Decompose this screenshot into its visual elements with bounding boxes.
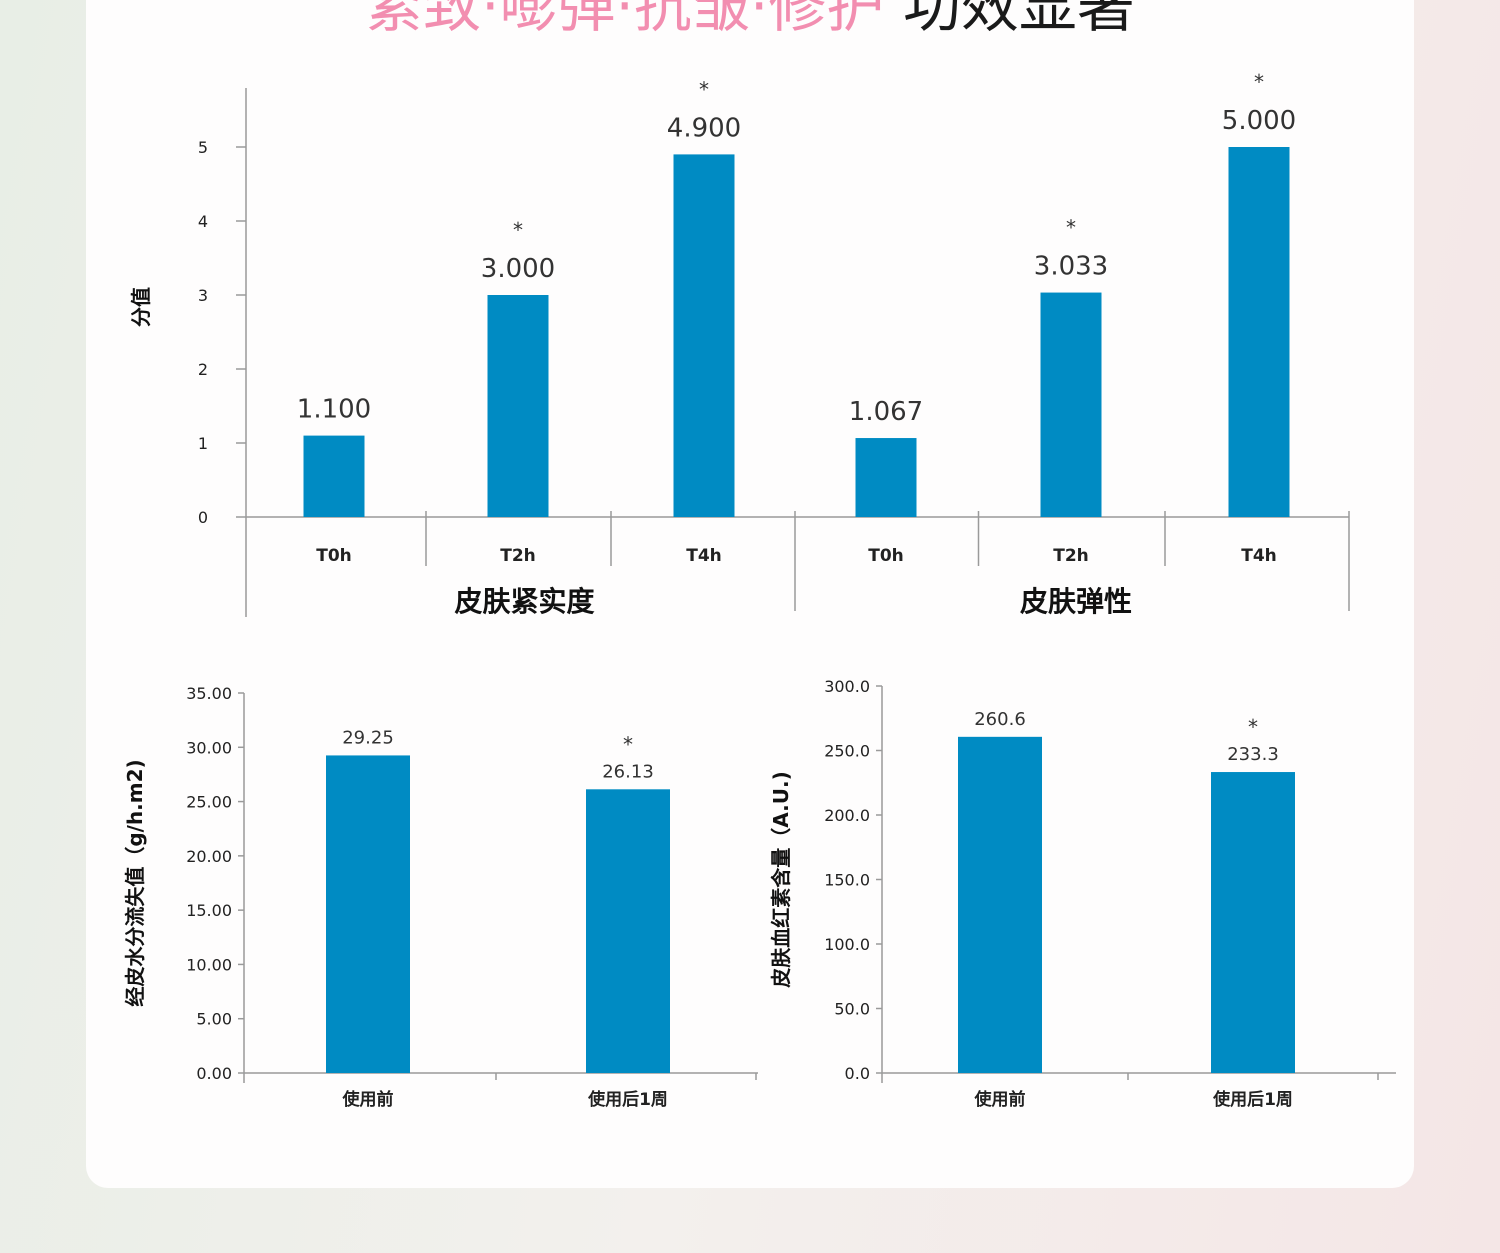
y-tick-label: 25.00 <box>186 793 232 812</box>
y-tick-label: 5 <box>198 138 208 157</box>
y-tick-label: 3 <box>198 286 208 305</box>
y-tick-label: 50.0 <box>834 1000 870 1019</box>
y-tick-label: 0.00 <box>196 1064 232 1083</box>
x-tick-label: 使用前 <box>974 1089 1026 1110</box>
bar <box>958 736 1042 1073</box>
bar <box>1211 772 1295 1073</box>
y-tick-label: 200.0 <box>824 806 870 825</box>
x-tick-label: T2h <box>500 546 536 566</box>
significance-marker: * <box>1254 70 1264 94</box>
y-tick-label: 30.00 <box>186 738 232 757</box>
data-label: 233.3 <box>1227 744 1279 765</box>
x-tick-label: T4h <box>686 546 722 566</box>
significance-marker: * <box>699 77 709 101</box>
x-tick-label: T0h <box>316 546 352 566</box>
x-tick-label: T2h <box>1053 546 1089 566</box>
content-card <box>86 0 1414 1188</box>
y-tick-label: 300.0 <box>824 677 870 696</box>
y-tick-label: 4 <box>198 212 208 231</box>
bar <box>303 435 365 517</box>
x-tick-label: 使用后1周 <box>587 1089 668 1110</box>
y-tick-label: 20.00 <box>186 847 232 866</box>
bar <box>855 438 917 517</box>
y-tick-label: 0 <box>198 508 208 527</box>
bar <box>326 755 410 1073</box>
headline-pink: 紧致·嘭弹·抗皱·修护 <box>365 0 885 40</box>
y-tick-label: 1 <box>198 434 208 453</box>
y-axis-title: 皮肤血红素含量（A.U.) <box>769 771 793 987</box>
data-label: 260.6 <box>974 709 1026 730</box>
significance-marker: * <box>1066 216 1076 240</box>
bar <box>586 789 670 1073</box>
data-label: 29.25 <box>342 727 394 748</box>
data-label: 3.000 <box>481 254 555 284</box>
data-label: 1.100 <box>297 395 371 425</box>
data-label: 5.000 <box>1222 106 1296 136</box>
x-tick-label: T0h <box>868 546 904 566</box>
bar <box>487 295 549 517</box>
headline-dark: 功效显著 <box>902 0 1135 40</box>
y-tick-label: 100.0 <box>824 935 870 954</box>
bar <box>1228 147 1290 517</box>
headline: 紧致·嘭弹·抗皱·修护 功效显著 <box>0 0 1500 46</box>
group-label: 皮肤紧实度 <box>454 585 594 618</box>
y-axis-title: 经皮水分流失值（g/h.m2) <box>123 759 147 1006</box>
significance-marker: * <box>1248 715 1258 739</box>
y-tick-label: 2 <box>198 360 208 379</box>
y-tick-label: 150.0 <box>824 871 870 890</box>
x-tick-label: 使用前 <box>342 1089 394 1110</box>
significance-marker: * <box>623 732 633 756</box>
data-label: 4.900 <box>667 113 741 143</box>
data-label: 3.033 <box>1034 252 1108 282</box>
significance-marker: * <box>513 218 523 242</box>
y-axis-title: 分值 <box>129 287 153 327</box>
group-label: 皮肤弹性 <box>1020 585 1132 618</box>
y-tick-label: 15.00 <box>186 901 232 920</box>
bar <box>673 154 735 517</box>
x-tick-label: 使用后1周 <box>1212 1089 1293 1110</box>
data-label: 26.13 <box>602 761 654 782</box>
y-tick-label: 10.00 <box>186 955 232 974</box>
x-tick-label: T4h <box>1241 546 1277 566</box>
y-tick-label: 5.00 <box>196 1010 232 1029</box>
y-tick-label: 250.0 <box>824 742 870 761</box>
bar <box>1040 292 1102 517</box>
y-tick-label: 0.0 <box>845 1064 870 1083</box>
data-label: 1.067 <box>849 397 923 427</box>
y-tick-label: 35.00 <box>186 684 232 703</box>
